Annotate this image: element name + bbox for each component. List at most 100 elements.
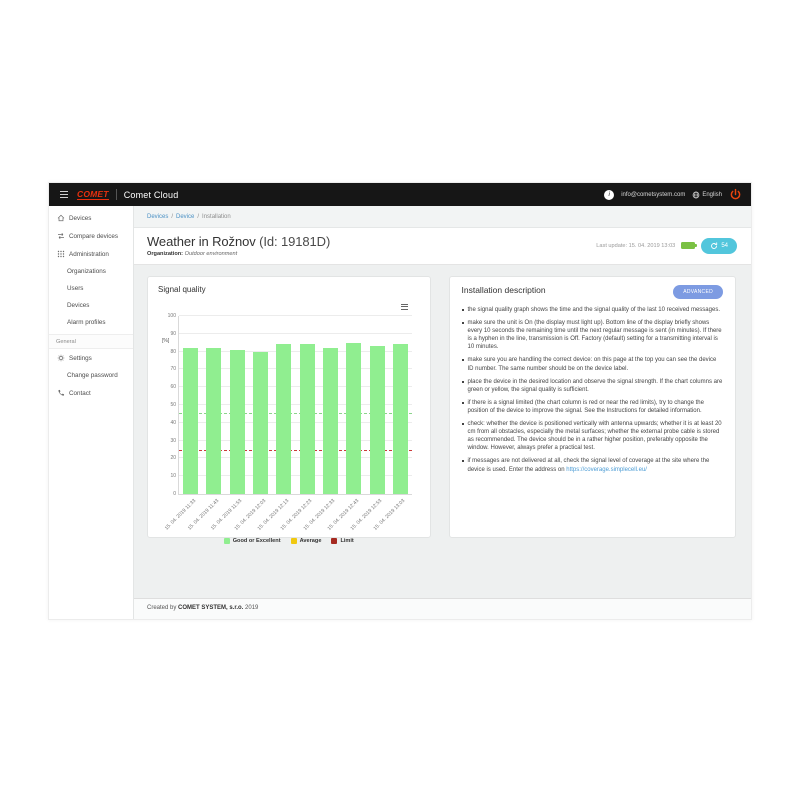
breadcrumb: Devices / Device / Installation bbox=[134, 206, 751, 228]
sidebar: Devices Compare devices Administration Orga… bbox=[49, 206, 134, 619]
chart-bar bbox=[206, 348, 222, 494]
coverage-link[interactable]: https://coverage.simplecell.eu/ bbox=[566, 466, 647, 473]
breadcrumb-installation: Installation bbox=[202, 213, 231, 220]
legend-item-limit[interactable]: Limit bbox=[331, 538, 354, 544]
app-body: Devices Compare devices Administration Orga… bbox=[49, 206, 751, 619]
advanced-button[interactable]: ADVANCED bbox=[673, 285, 723, 299]
bullet-item: the signal quality graph shows the time … bbox=[461, 306, 724, 314]
y-tick-label: 50 bbox=[170, 402, 176, 408]
sidebar-item-devices[interactable]: Devices bbox=[49, 297, 133, 314]
chart-gridline bbox=[179, 475, 412, 477]
sidebar-item-label: Devices bbox=[67, 302, 90, 309]
grid-icon bbox=[56, 250, 65, 258]
chart-bar bbox=[299, 344, 315, 494]
user-email[interactable]: info@cometsystem.com bbox=[621, 191, 686, 198]
sidebar-item-label: Compare devices bbox=[69, 232, 118, 240]
chart-x-labels: 15. 04. 2019 11:33 15. 04. 2019 11:43 15. … bbox=[163, 495, 420, 537]
compare-icon bbox=[56, 232, 65, 240]
bullet-text: place the device in the desired location… bbox=[467, 378, 723, 393]
bullet-item: make sure the unit is On (the display mu… bbox=[461, 319, 724, 351]
legend-label: Limit bbox=[340, 538, 354, 544]
y-tick-label: 10 bbox=[170, 473, 176, 480]
y-tick-label: 20 bbox=[170, 455, 176, 462]
footer-prefix: Created by bbox=[147, 605, 177, 611]
installation-description-card: Installation description ADVANCED the si… bbox=[448, 276, 736, 538]
y-axis-unit-label: [%] bbox=[162, 338, 170, 344]
y-tick-label: 0 bbox=[173, 491, 176, 497]
organization-line: Organization: Outdoor environment bbox=[147, 251, 330, 257]
chart-plot: [%] 0 10 20 30 40 50 60 70 80 90 100 bbox=[162, 304, 412, 497]
refresh-icon bbox=[711, 241, 718, 249]
bullet-item: make sure you are handling the correct d… bbox=[461, 356, 724, 372]
y-tick-label: 70 bbox=[170, 366, 176, 373]
breadcrumb-separator: / bbox=[171, 213, 174, 220]
chart-bar bbox=[229, 349, 245, 494]
chart-bar bbox=[253, 351, 269, 494]
top-header: COMET Comet Cloud i info@cometsystem.com… bbox=[49, 183, 751, 206]
sidebar-item-devices[interactable]: Devices bbox=[49, 209, 133, 227]
installation-bullets: the signal quality graph shows the time … bbox=[461, 306, 724, 474]
battery-icon bbox=[681, 242, 698, 249]
footer-company: COMET SYSTEM, s.r.o. bbox=[178, 605, 244, 611]
breadcrumb-device[interactable]: Device bbox=[176, 213, 195, 220]
sidebar-item-change-password[interactable]: Change password bbox=[49, 367, 133, 384]
title-block: Weather in Rožnov (Id: 19181D) Organizat… bbox=[147, 234, 330, 257]
sidebar-item-organizations[interactable]: Organizations bbox=[49, 263, 133, 280]
phone-icon bbox=[56, 389, 65, 397]
bullet-marker bbox=[461, 401, 464, 404]
refresh-countdown-button[interactable]: 54 bbox=[701, 237, 737, 254]
main-content: Devices / Device / Installation Weather in R… bbox=[134, 206, 751, 619]
y-tick-label: 30 bbox=[170, 437, 176, 444]
bullet-marker bbox=[461, 309, 464, 311]
chart-bar bbox=[322, 348, 338, 494]
chart-context-menu-icon[interactable] bbox=[399, 302, 410, 312]
bullet-marker bbox=[461, 359, 464, 362]
refresh-count: 54 bbox=[721, 242, 728, 249]
legend-swatch bbox=[223, 538, 230, 544]
menu-toggle-icon[interactable] bbox=[58, 189, 70, 200]
description-header: Installation description ADVANCED bbox=[462, 285, 723, 299]
sidebar-item-label: Alarm profiles bbox=[67, 319, 106, 326]
bullet-text: if there is a signal limited (the chart … bbox=[467, 399, 704, 414]
bullet-item: check: whether the device is positioned … bbox=[461, 420, 724, 452]
chart-legend: Good or Excellent Average Limit bbox=[158, 538, 420, 544]
chart-gridline bbox=[179, 421, 412, 423]
sidebar-item-label: Devices bbox=[69, 214, 92, 222]
sidebar-item-compare-devices[interactable]: Compare devices bbox=[49, 227, 133, 245]
sidebar-item-label: Organizations bbox=[67, 268, 106, 275]
breadcrumb-separator: / bbox=[197, 213, 200, 220]
sidebar-item-label: Users bbox=[67, 285, 84, 292]
language-selector[interactable]: English bbox=[692, 191, 722, 199]
cards-row: Signal quality [%] 0 10 20 30 40 50 60 70 80 90 10… bbox=[134, 265, 751, 544]
bullet-item: if messages are not delivered at all, ch… bbox=[461, 457, 724, 473]
sidebar-item-label: Settings bbox=[69, 354, 92, 362]
bullet-marker bbox=[461, 423, 464, 426]
breadcrumb-devices[interactable]: Devices bbox=[147, 213, 169, 220]
sidebar-item-alarm-profiles[interactable]: Alarm profiles bbox=[49, 314, 133, 331]
chart-title: Signal quality bbox=[158, 285, 206, 294]
chart-bar bbox=[392, 344, 408, 494]
sidebar-item-administration[interactable]: Administration bbox=[49, 245, 133, 263]
legend-swatch bbox=[331, 538, 338, 544]
sidebar-item-label: Administration bbox=[69, 250, 109, 258]
y-tick-label: 40 bbox=[170, 419, 176, 426]
title-bar-right: Last update: 15. 04. 2019 13:03 54 bbox=[596, 237, 737, 254]
sidebar-item-settings[interactable]: Settings bbox=[49, 349, 133, 367]
header-right: i info@cometsystem.com English bbox=[604, 188, 742, 201]
bullet-text: make sure you are handling the correct d… bbox=[467, 357, 717, 372]
legend-item-average[interactable]: Average bbox=[290, 538, 321, 544]
bullet-text: the signal quality graph shows the time … bbox=[467, 307, 720, 313]
last-update-text: Last update: 15. 04. 2019 13:03 bbox=[596, 242, 676, 249]
legend-item-good-or-excellent[interactable]: Good or Excellent bbox=[223, 538, 281, 544]
logout-power-icon[interactable] bbox=[729, 188, 742, 201]
bullet-item: if there is a signal limited (the chart … bbox=[461, 399, 724, 415]
user-avatar[interactable]: i bbox=[604, 189, 615, 200]
sidebar-item-label: Contact bbox=[69, 389, 91, 397]
sidebar-item-contact[interactable]: Contact bbox=[49, 384, 133, 402]
sidebar-item-users[interactable]: Users bbox=[49, 280, 133, 297]
home-icon bbox=[56, 214, 65, 222]
organization-label: Organization: bbox=[147, 251, 184, 257]
threshold-line-good bbox=[179, 412, 412, 414]
language-label: English bbox=[702, 191, 722, 198]
chart-gridline bbox=[179, 386, 412, 388]
